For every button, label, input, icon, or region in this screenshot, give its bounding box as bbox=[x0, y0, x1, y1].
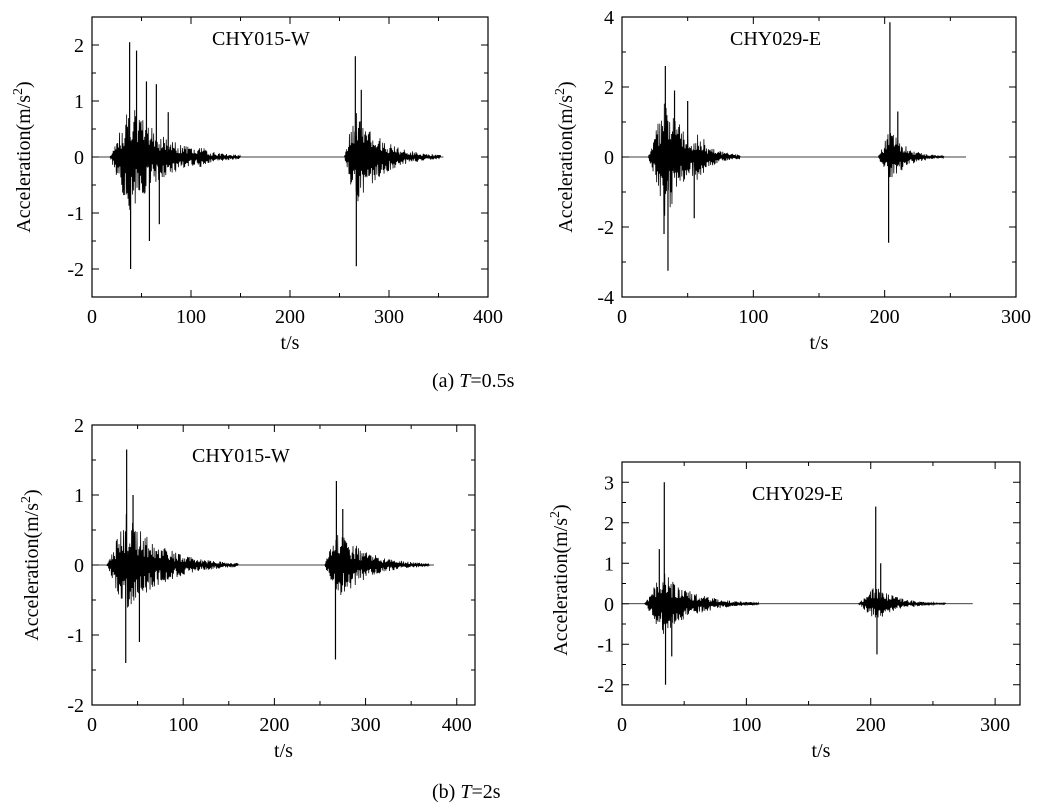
y-axis-label: Acceleration(m/s2) bbox=[11, 81, 35, 232]
y-tick-label: -1 bbox=[597, 634, 614, 656]
x-tick-label: 200 bbox=[856, 714, 886, 736]
chart-title: CHY015-W bbox=[212, 28, 310, 50]
chart-panel-4: 0 100 200 300 -2 -1 0 1 2 3 CHY029-E t/s Acceleratio… bbox=[548, 461, 1021, 762]
y-axis-label: Acceleration(m/s2) bbox=[19, 489, 43, 640]
y-tick-label: 1 bbox=[74, 485, 84, 507]
x-tick-label: 300 bbox=[351, 714, 381, 736]
x-tick-label: 0 bbox=[617, 714, 627, 736]
x-tick-label: 300 bbox=[1001, 306, 1031, 328]
x-tick-label: 400 bbox=[473, 306, 503, 328]
waveform-series bbox=[92, 110, 444, 210]
y-tick-label: 1 bbox=[74, 91, 84, 113]
y-axis-label: Acceleration(m/s2) bbox=[553, 81, 577, 232]
x-tick-label: 100 bbox=[168, 714, 198, 736]
x-tick-label: 300 bbox=[374, 306, 404, 328]
caption-a: (a) T=0.5s bbox=[432, 370, 515, 392]
chart-panel-2: 0 100 200 300 -4 -2 0 2 4 CHY029-E t/s Acceleration… bbox=[553, 7, 1031, 354]
y-tick-label: -2 bbox=[597, 217, 614, 239]
y-tick-label: 4 bbox=[604, 7, 614, 29]
y-tick-label: 2 bbox=[604, 77, 614, 99]
y-tick-label: -2 bbox=[597, 675, 614, 697]
x-tick-label: 0 bbox=[617, 306, 627, 328]
x-tick-label: 100 bbox=[731, 714, 761, 736]
y-tick-label: 0 bbox=[604, 147, 614, 169]
x-axis-label: t/s bbox=[812, 740, 831, 762]
x-tick-label: 0 bbox=[87, 306, 97, 328]
chart-title: CHY029-E bbox=[730, 28, 821, 50]
y-tick-label: -2 bbox=[67, 259, 84, 281]
y-tick-label: -4 bbox=[597, 287, 614, 309]
chart-panel-3: 0 100 200 300 400 -2 -1 0 1 2 CHY015-W t/s Accelerat… bbox=[19, 415, 476, 762]
x-axis-label: t/s bbox=[281, 332, 300, 354]
chart-panel-1: 0 100 200 300 400 -2 -1 0 1 2 CHY015-W t/s Accelerat… bbox=[11, 16, 503, 354]
waveform-series bbox=[622, 103, 967, 216]
caption-b: (b) T=2s bbox=[432, 781, 501, 803]
y-tick-label: 0 bbox=[74, 555, 84, 577]
y-tick-label: 0 bbox=[604, 594, 614, 616]
x-axis-label: t/s bbox=[274, 740, 293, 762]
y-tick-label: 3 bbox=[604, 472, 614, 494]
x-tick-label: 0 bbox=[87, 714, 97, 736]
y-tick-label: 2 bbox=[74, 415, 84, 437]
y-tick-label: 1 bbox=[604, 553, 614, 575]
chart-title: CHY015-W bbox=[192, 445, 290, 467]
x-tick-label: 200 bbox=[275, 306, 305, 328]
y-tick-label: -1 bbox=[67, 625, 84, 647]
waveform-series bbox=[92, 514, 434, 608]
x-tick-label: 100 bbox=[176, 306, 206, 328]
x-tick-label: 100 bbox=[738, 306, 768, 328]
y-tick-label: 0 bbox=[74, 147, 84, 169]
y-tick-label: -2 bbox=[67, 695, 84, 717]
waveform-series bbox=[622, 573, 973, 634]
x-tick-label: 300 bbox=[980, 714, 1010, 736]
y-tick-label: -1 bbox=[67, 203, 84, 225]
x-tick-label: 200 bbox=[870, 306, 900, 328]
y-tick-label: 2 bbox=[74, 35, 84, 57]
x-tick-label: 400 bbox=[442, 714, 472, 736]
y-axis-label: Acceleration(m/s2) bbox=[548, 504, 572, 655]
x-tick-label: 200 bbox=[259, 714, 289, 736]
x-axis-label: t/s bbox=[810, 332, 829, 354]
chart-title: CHY029-E bbox=[752, 483, 843, 505]
y-tick-label: 2 bbox=[604, 513, 614, 535]
